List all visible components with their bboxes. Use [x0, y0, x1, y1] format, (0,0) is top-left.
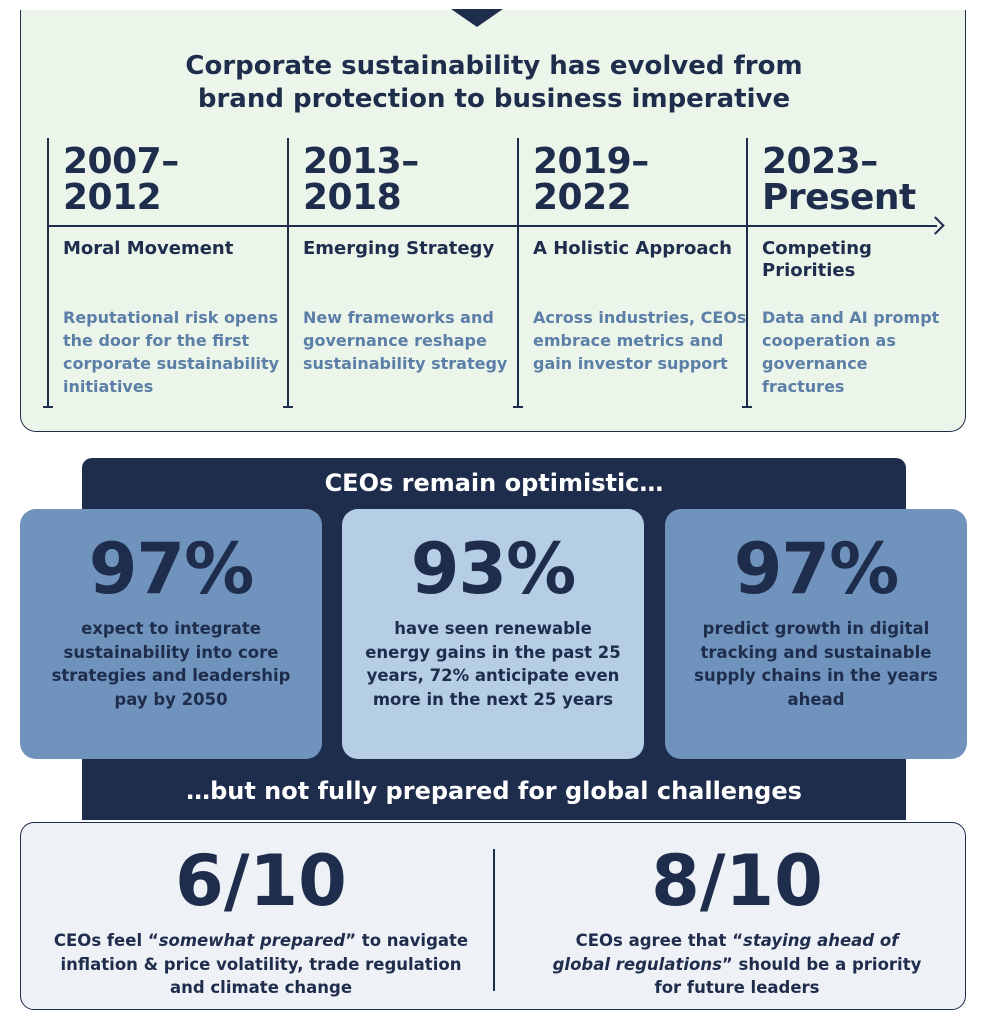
period-heading: Moral Movement	[63, 238, 234, 259]
period-heading: Emerging Strategy	[303, 238, 495, 259]
challenge-stat-regulations: 8/10 CEOs agree that “staying ahead of g…	[517, 823, 957, 1011]
period-years-start: 2019–	[533, 141, 649, 182]
optimism-title: CEOs remain optimistic…	[324, 469, 664, 497]
challenge-text: CEOs agree that “staying ahead of global…	[517, 929, 957, 1000]
challenges-subtitle: …but not fully prepared for global chall…	[186, 777, 802, 805]
period-years-start: 2023–	[762, 141, 878, 182]
stat-text: expect to integrate sustainability into …	[51, 619, 291, 709]
timeline-title-line-2: brand protection to business imperative	[197, 84, 791, 114]
challenge-text-emphasis: staying ahead of global regulations	[552, 931, 899, 974]
challenge-value: 8/10	[651, 840, 823, 922]
timeline-period-2007: 2007– 2012 Moral Movement Reputational r…	[43, 138, 279, 418]
stat-text: predict growth in digital tracking and s…	[694, 619, 938, 709]
timeline-tick	[742, 138, 752, 408]
timeline-period-2013: 2013– 2018 Emerging Strategy New framewo…	[283, 138, 517, 418]
period-years-end: 2012	[63, 177, 162, 218]
period-years: 2013– 2018	[303, 144, 419, 216]
period-years-start: 2013–	[303, 141, 419, 182]
timeline-tick	[43, 138, 53, 408]
period-heading: Competing Priorities	[762, 238, 872, 281]
timeline-tick	[283, 138, 293, 408]
period-years: 2019– 2022	[533, 144, 649, 216]
timeline-tick	[513, 138, 523, 408]
challenge-text-before: CEOs feel “	[53, 931, 159, 950]
period-description: New frameworks and governance reshape su…	[303, 308, 508, 373]
timeline-period-2019: 2019– 2022 A Holistic Approach Across in…	[513, 138, 747, 418]
period-description: Reputational risk opens the door for the…	[63, 308, 280, 396]
timeline-title-line-1: Corporate sustainability has evolved fro…	[185, 51, 803, 81]
challenges-panel: 6/10 CEOs feel “somewhat prepared” to na…	[20, 822, 966, 1010]
timeline-period-2023: 2023– Present Competing Priorities Data …	[742, 138, 956, 418]
stat-value: 97%	[88, 528, 255, 610]
period-description: Across industries, CEOs embrace metrics …	[533, 308, 747, 373]
stat-text: have seen renewable energy gains in the …	[365, 619, 621, 709]
period-heading: A Holistic Approach	[533, 238, 732, 259]
challenge-value: 6/10	[175, 840, 347, 922]
challenge-text-after: ” to navigate inflation & price volatili…	[60, 931, 469, 997]
stat-card-integrate: 97% expect to integrate sustainability i…	[20, 509, 322, 759]
timeline-axis	[47, 225, 937, 227]
challenge-stat-prepared: 6/10 CEOs feel “somewhat prepared” to na…	[41, 823, 481, 1011]
period-years-end: Present	[762, 177, 916, 218]
vertical-divider	[493, 849, 495, 991]
period-years: 2023– Present	[762, 144, 916, 216]
challenge-text-after: ” should be a priority for future leader…	[654, 954, 922, 998]
challenge-text-before: CEOs agree that “	[575, 931, 744, 950]
period-years: 2007– 2012	[63, 144, 179, 216]
timeline-title: Corporate sustainability has evolved fro…	[21, 50, 967, 116]
period-description: Data and AI prompt cooperation as govern…	[762, 308, 940, 396]
period-years-end: 2018	[303, 177, 402, 218]
stat-value: 97%	[733, 528, 900, 610]
period-years-start: 2007–	[63, 141, 179, 182]
stat-value: 93%	[410, 528, 577, 610]
timeline-panel: Corporate sustainability has evolved fro…	[20, 9, 967, 432]
stat-card-renewable: 93% have seen renewable energy gains in …	[342, 509, 644, 759]
top-notch-triangle	[451, 9, 503, 27]
period-years-end: 2022	[533, 177, 632, 218]
stat-card-digital: 97% predict growth in digital tracking a…	[665, 509, 967, 759]
challenge-text-emphasis: somewhat prepared	[158, 931, 346, 950]
challenge-text: CEOs feel “somewhat prepared” to navigat…	[41, 929, 481, 1000]
